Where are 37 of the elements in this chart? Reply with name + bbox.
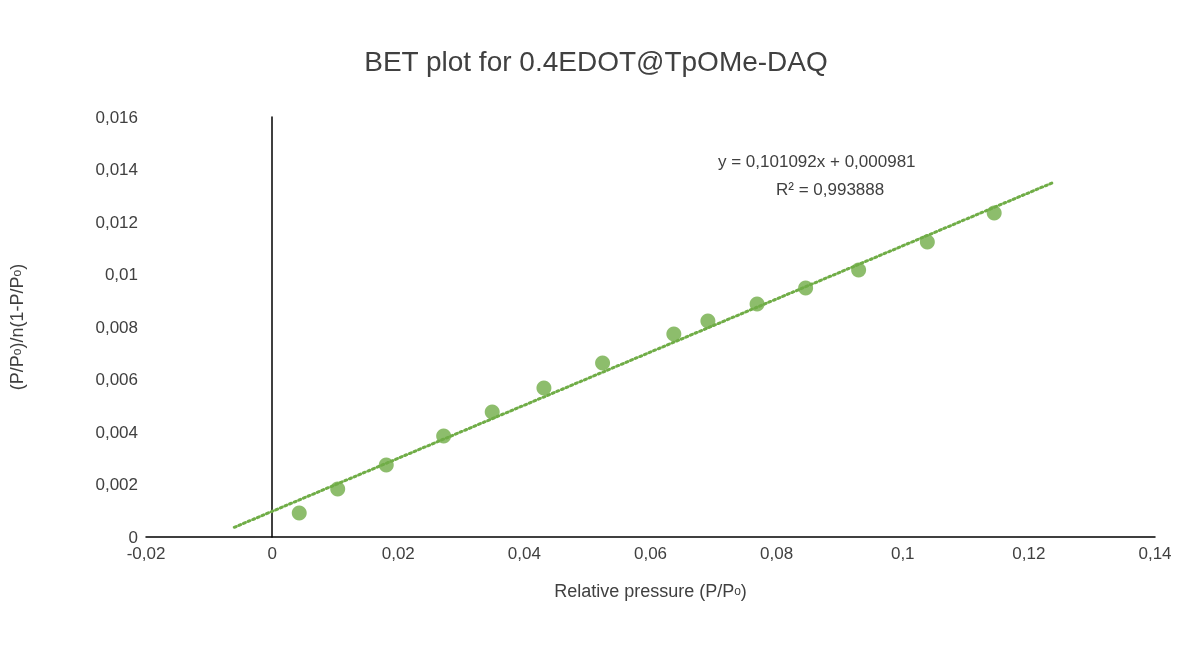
point bbox=[986, 205, 1002, 221]
y-tick-label: 0,006 bbox=[95, 370, 138, 389]
x-tick-label: 0 bbox=[267, 544, 277, 563]
x-tick-label: 0,04 bbox=[507, 544, 541, 563]
point bbox=[330, 481, 346, 497]
point bbox=[700, 313, 716, 329]
x-axis-title: Relative pressure (P/Po) bbox=[554, 581, 747, 601]
x-tick-label: 0,02 bbox=[381, 544, 415, 563]
y-tick-label: 0 bbox=[128, 527, 138, 547]
x-tick-label: 0,12 bbox=[1012, 544, 1046, 563]
point bbox=[666, 326, 682, 342]
y-tick-label: 0,014 bbox=[95, 160, 138, 179]
y-tick-label: 0,002 bbox=[95, 475, 138, 494]
point bbox=[919, 234, 935, 250]
y-tick-label: 0,012 bbox=[95, 212, 138, 232]
y-tick-label: 0,016 bbox=[95, 107, 138, 127]
x-tick-label: 0,06 bbox=[633, 544, 668, 563]
y-tick-label: 0,008 bbox=[95, 317, 138, 337]
annotation: R² = 0,993888 bbox=[776, 180, 885, 199]
point bbox=[595, 355, 611, 371]
x-tick-label: -0,02 bbox=[126, 544, 166, 563]
point bbox=[436, 428, 452, 444]
y-axis-title: (P/Po)/n(1-P/Po) bbox=[7, 263, 27, 391]
point bbox=[749, 296, 765, 312]
annotation: y = 0,101092x + 0,000981 bbox=[718, 152, 916, 171]
x-tick-label: 0,1 bbox=[890, 544, 915, 563]
chart-title: BET plot for 0.4EDOT@TpOMe-DAQ bbox=[364, 45, 828, 77]
x-tick-label: 0,14 bbox=[1138, 544, 1172, 563]
x-tick-label: 0,08 bbox=[760, 544, 794, 563]
point bbox=[378, 457, 394, 473]
point bbox=[536, 380, 552, 396]
point bbox=[291, 505, 307, 521]
point bbox=[798, 280, 814, 296]
point bbox=[851, 262, 867, 278]
y-tick-label: 0,004 bbox=[95, 422, 138, 442]
point bbox=[484, 404, 500, 420]
y-tick-label: 0,01 bbox=[104, 265, 138, 284]
